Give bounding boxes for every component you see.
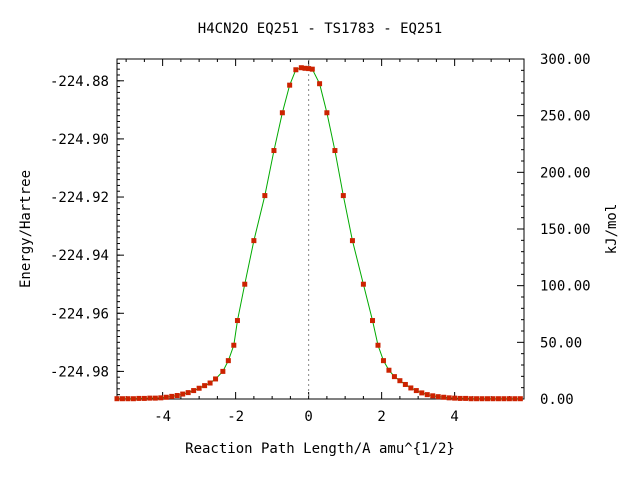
- data-point: [302, 65, 308, 71]
- data-point: [386, 367, 392, 373]
- x-tick-label: -4: [154, 409, 171, 425]
- data-point: [174, 393, 180, 399]
- y2-tick-label: 100.00: [540, 279, 591, 295]
- data-point: [501, 396, 507, 402]
- data-point: [452, 395, 458, 401]
- y2-tick-label: 50.00: [540, 335, 582, 351]
- data-point: [332, 148, 338, 154]
- data-point: [360, 281, 366, 287]
- data-point: [474, 396, 480, 402]
- data-point: [225, 358, 231, 364]
- x-tick-label: 0: [304, 409, 312, 425]
- data-point: [309, 66, 315, 72]
- data-point: [196, 385, 202, 391]
- data-point: [191, 388, 197, 394]
- data-point: [424, 392, 430, 398]
- energy-series-points: [114, 65, 523, 402]
- plot-frame: [116, 58, 525, 400]
- y-tick-label: -224.92: [50, 190, 109, 206]
- data-point: [512, 396, 518, 402]
- data-point: [152, 395, 158, 401]
- axis-ticks: -4 -2 0 2 4 -224.88 -224.90 -224.92 -224.94 -224.…: [50, 52, 591, 425]
- y-axis-label: Energy/Hartree: [18, 170, 34, 288]
- data-point: [185, 390, 191, 396]
- x-tick-label: -2: [227, 409, 244, 425]
- data-point: [468, 396, 474, 402]
- data-point: [242, 281, 248, 287]
- data-point: [306, 66, 312, 72]
- data-point: [324, 110, 330, 116]
- data-point: [435, 394, 441, 400]
- data-point: [380, 358, 386, 364]
- data-point: [202, 383, 208, 389]
- data-point: [413, 388, 419, 394]
- data-point: [402, 381, 408, 387]
- chart-title: H4CN2O EQ251 - TS1783 - EQ251: [198, 21, 442, 37]
- data-point: [349, 238, 355, 244]
- y-tick-label: -224.96: [50, 306, 109, 322]
- data-point: [391, 374, 397, 380]
- data-point: [490, 396, 496, 402]
- y2-tick-label: 200.00: [540, 165, 591, 181]
- data-point: [370, 318, 376, 324]
- data-point: [207, 380, 213, 386]
- data-point: [408, 385, 414, 391]
- data-point: [271, 148, 277, 154]
- data-point: [457, 395, 463, 401]
- data-point: [147, 395, 153, 401]
- y2-tick-label: 300.00: [540, 52, 591, 68]
- data-point: [114, 396, 120, 402]
- x-tick-label: 4: [450, 409, 458, 425]
- data-point: [419, 390, 425, 396]
- data-point: [213, 376, 219, 382]
- data-point: [506, 396, 512, 402]
- data-point: [163, 394, 169, 400]
- data-point: [463, 395, 469, 401]
- x-axis-label: Reaction Path Length/A amu^{1/2}: [185, 441, 455, 457]
- data-point: [158, 395, 164, 401]
- data-point: [136, 395, 142, 401]
- data-point: [125, 396, 131, 402]
- data-point: [517, 396, 523, 402]
- data-point: [484, 396, 490, 402]
- y-tick-label: -224.90: [50, 132, 109, 148]
- data-point: [293, 67, 299, 73]
- data-point: [446, 395, 452, 401]
- data-point: [234, 318, 240, 324]
- data-point: [251, 238, 257, 244]
- data-point: [141, 395, 147, 401]
- y2-tick-label: 150.00: [540, 222, 591, 238]
- data-point: [220, 368, 226, 374]
- data-point: [375, 342, 381, 348]
- data-point: [317, 81, 323, 87]
- data-point: [441, 394, 447, 400]
- data-point: [479, 396, 485, 402]
- y2-tick-label: 0.00: [540, 392, 574, 408]
- data-point: [340, 193, 346, 199]
- data-point: [119, 396, 125, 402]
- data-point: [231, 342, 237, 348]
- energy-series-line: [117, 67, 521, 400]
- data-point: [130, 396, 136, 402]
- data-point: [495, 396, 501, 402]
- y2-axis-label: kJ/mol: [604, 204, 620, 255]
- data-point: [279, 110, 285, 116]
- data-point: [169, 393, 175, 399]
- data-point: [287, 82, 293, 88]
- y-tick-label: -224.98: [50, 364, 109, 380]
- data-point: [430, 393, 436, 399]
- y-tick-label: -224.88: [50, 74, 109, 90]
- y-tick-label: -224.94: [50, 248, 109, 264]
- x-tick-label: 2: [377, 409, 385, 425]
- data-point: [397, 378, 403, 384]
- data-point: [298, 65, 304, 71]
- y2-tick-label: 250.00: [540, 109, 591, 125]
- data-point: [262, 193, 268, 199]
- data-point: [180, 391, 186, 397]
